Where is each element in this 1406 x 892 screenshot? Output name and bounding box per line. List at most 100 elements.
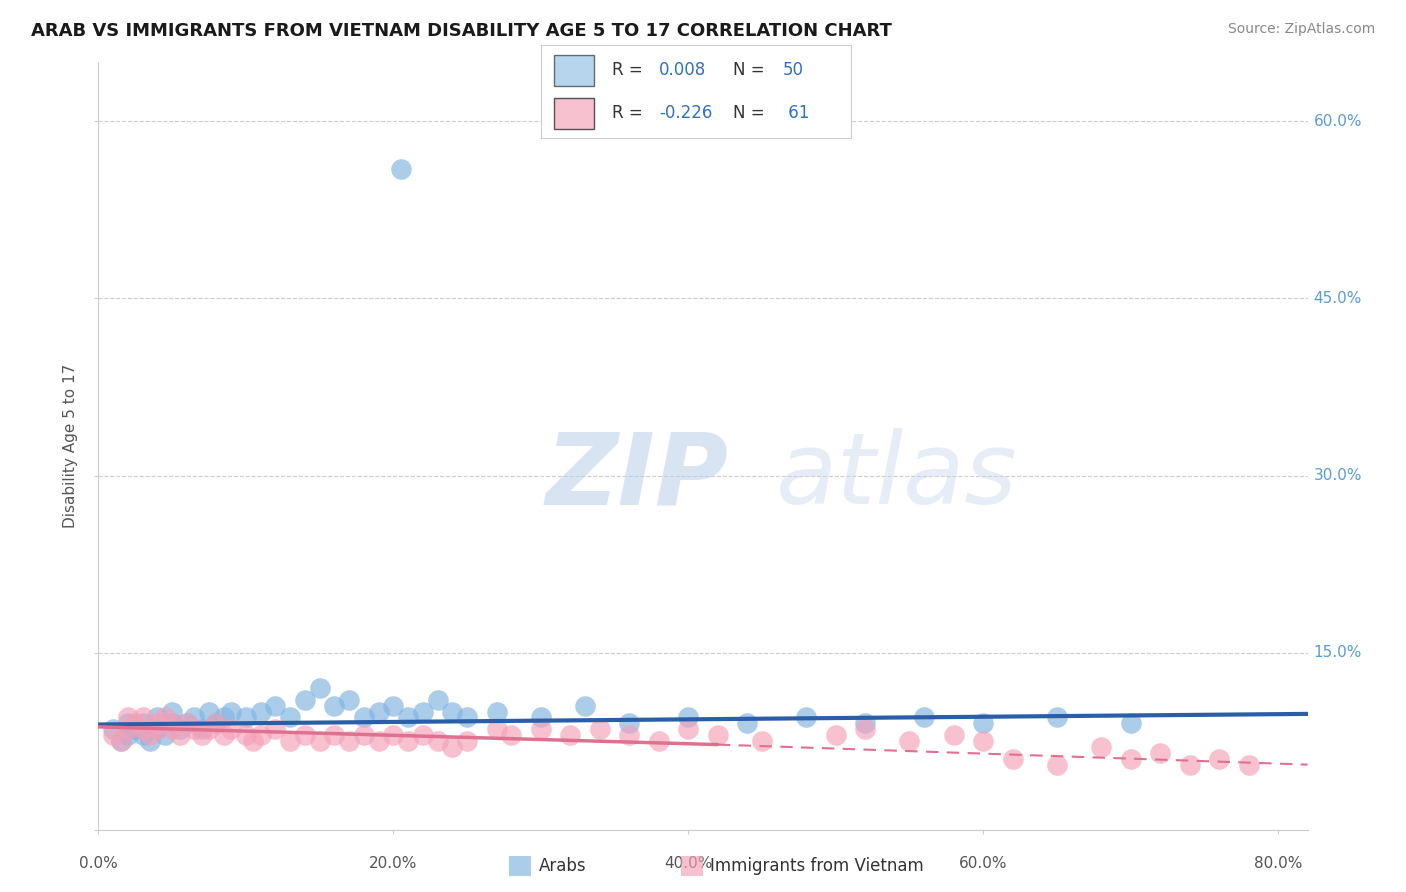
Point — [678, 710, 700, 724]
Point — [249, 728, 271, 742]
Point — [456, 710, 478, 724]
FancyBboxPatch shape — [554, 55, 593, 86]
Text: 0.0%: 0.0% — [79, 856, 118, 871]
Point — [972, 734, 994, 748]
FancyBboxPatch shape — [554, 98, 593, 129]
Point — [131, 723, 153, 737]
Point — [353, 710, 375, 724]
Point — [396, 734, 419, 748]
Point — [146, 716, 169, 731]
Point — [853, 716, 876, 731]
Point — [337, 734, 360, 748]
Point — [323, 728, 346, 742]
Point — [972, 716, 994, 731]
Point — [485, 723, 508, 737]
Point — [751, 734, 773, 748]
Point — [117, 710, 139, 724]
Point — [101, 723, 124, 737]
Point — [824, 728, 846, 742]
Text: 80.0%: 80.0% — [1254, 856, 1302, 871]
Point — [308, 681, 330, 695]
Point — [323, 698, 346, 713]
Point — [176, 716, 198, 731]
Point — [678, 723, 700, 737]
Text: 60.0%: 60.0% — [959, 856, 1008, 871]
Point — [1001, 752, 1024, 766]
Point — [131, 716, 153, 731]
Point — [146, 710, 169, 724]
Point — [117, 716, 139, 731]
Point — [117, 723, 139, 737]
Point — [396, 710, 419, 724]
Point — [1119, 716, 1142, 731]
Point — [853, 723, 876, 737]
Y-axis label: Disability Age 5 to 17: Disability Age 5 to 17 — [63, 364, 79, 528]
Text: 15.0%: 15.0% — [1313, 645, 1362, 660]
Point — [219, 723, 242, 737]
Point — [942, 728, 965, 742]
Point — [153, 710, 176, 724]
Point — [485, 705, 508, 719]
Text: N =: N = — [733, 103, 765, 121]
Point — [1046, 757, 1069, 772]
Point — [1119, 752, 1142, 766]
Point — [160, 723, 183, 737]
Point — [146, 723, 169, 737]
Point — [501, 728, 523, 742]
Point — [101, 728, 124, 742]
Point — [212, 728, 235, 742]
Text: ARAB VS IMMIGRANTS FROM VIETNAM DISABILITY AGE 5 TO 17 CORRELATION CHART: ARAB VS IMMIGRANTS FROM VIETNAM DISABILI… — [31, 22, 891, 40]
Point — [249, 705, 271, 719]
Point — [574, 698, 596, 713]
Text: Arabs: Arabs — [538, 857, 586, 875]
Point — [212, 710, 235, 724]
Point — [426, 692, 449, 706]
Point — [1178, 757, 1201, 772]
Point — [619, 728, 641, 742]
Point — [183, 723, 205, 737]
Point — [160, 705, 183, 719]
Point — [264, 723, 287, 737]
Point — [367, 734, 389, 748]
Point — [367, 705, 389, 719]
Text: -0.226: -0.226 — [659, 103, 713, 121]
Point — [735, 716, 758, 731]
Point — [176, 716, 198, 731]
Point — [898, 734, 921, 748]
Point — [264, 698, 287, 713]
Point — [124, 716, 146, 731]
Point — [139, 734, 162, 748]
Point — [205, 716, 228, 731]
Point — [124, 723, 146, 737]
Point — [589, 723, 612, 737]
Point — [169, 723, 191, 737]
Point — [337, 692, 360, 706]
Point — [794, 710, 817, 724]
Point — [169, 728, 191, 742]
Point — [441, 739, 464, 754]
Point — [235, 710, 257, 724]
Point — [198, 705, 221, 719]
Text: ZIP: ZIP — [546, 428, 728, 525]
Point — [560, 728, 582, 742]
Point — [1046, 710, 1069, 724]
Text: R =: R = — [613, 62, 643, 79]
Point — [530, 723, 553, 737]
Text: 61: 61 — [783, 103, 808, 121]
Text: Source: ZipAtlas.com: Source: ZipAtlas.com — [1227, 22, 1375, 37]
Text: 20.0%: 20.0% — [370, 856, 418, 871]
Point — [131, 710, 153, 724]
Point — [382, 728, 405, 742]
Text: 0.008: 0.008 — [659, 62, 706, 79]
Point — [912, 710, 935, 724]
Point — [139, 728, 162, 742]
Point — [1090, 739, 1112, 754]
Point — [294, 728, 316, 742]
Point — [153, 728, 176, 742]
Point — [530, 710, 553, 724]
Point — [1237, 757, 1260, 772]
Point — [110, 734, 132, 748]
Point — [412, 705, 434, 719]
Point — [198, 723, 221, 737]
Text: 50: 50 — [783, 62, 804, 79]
